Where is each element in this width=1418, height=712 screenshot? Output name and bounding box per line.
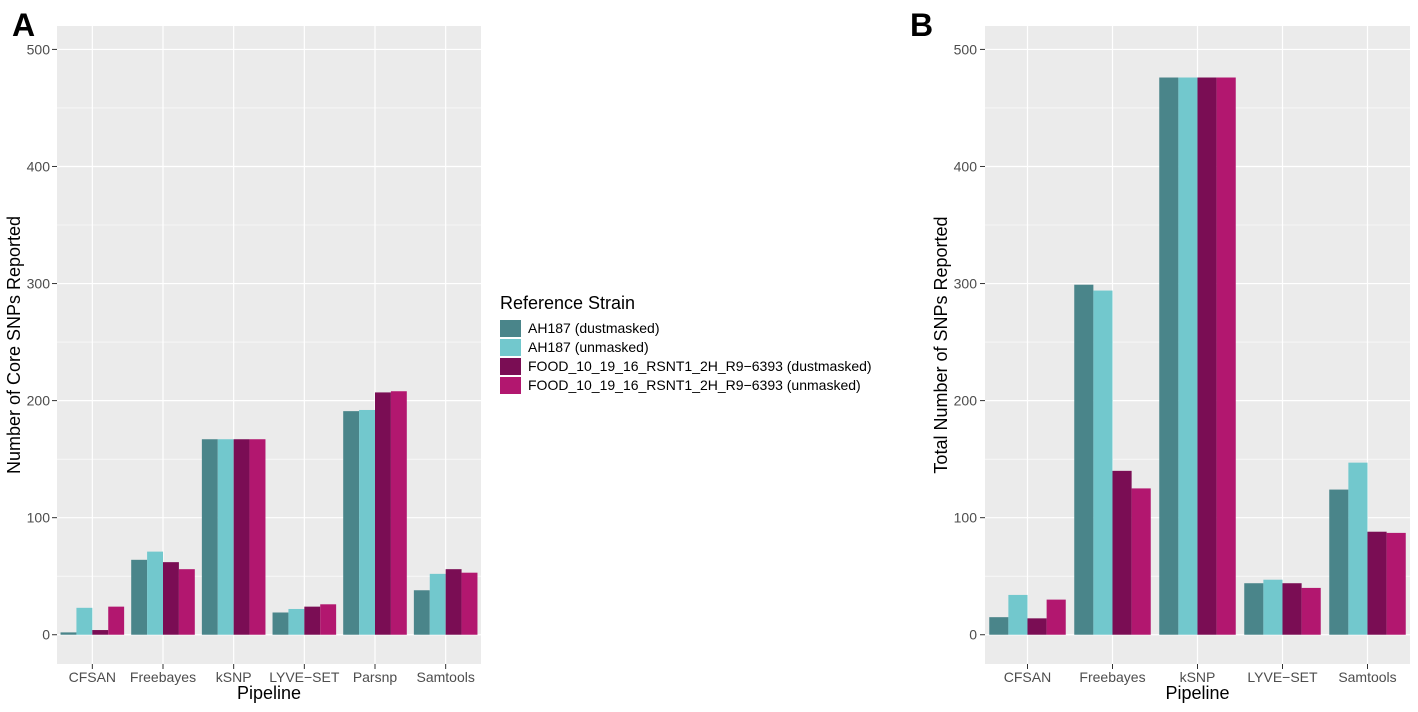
panel-a-background xyxy=(57,26,481,664)
panel-a-y-tick-label-0: 0 xyxy=(42,627,50,643)
bar-b-lyve-set-series-1 xyxy=(1244,583,1264,635)
bar-a-cfsan-series-2 xyxy=(76,607,93,635)
legend-label-food-dustmasked: FOOD_10_19_16_RSNT1_2H_R9−6393 (dustmask… xyxy=(528,358,872,374)
panel-b-x-tick-label-freebayes: Freebayes xyxy=(1079,669,1145,685)
bar-b-lyve-set-series-2 xyxy=(1263,579,1283,635)
panel-b-x-tick-label-samtools: Samtools xyxy=(1338,669,1396,685)
bar-b-ksnp-series-3 xyxy=(1197,77,1217,635)
bar-a-cfsan-series-1 xyxy=(60,632,77,635)
bar-a-samtools-series-4 xyxy=(461,572,478,635)
bar-a-freebayes-series-4 xyxy=(178,569,195,635)
panel-letter-a: A xyxy=(12,7,35,43)
panel-a-x-tick-label-lyve-set: LYVE−SET xyxy=(269,669,340,685)
bar-b-lyve-set-series-4 xyxy=(1301,587,1321,635)
legend-label-food-unmasked: FOOD_10_19_16_RSNT1_2H_R9−6393 (unmasked… xyxy=(528,377,861,393)
legend-swatch-food-dustmasked xyxy=(500,358,521,375)
panel-b-x-tick-label-ksnp: kSNP xyxy=(1180,669,1216,685)
bar-a-lyve-set-series-4 xyxy=(320,604,337,635)
panel-a-chart: 0 100 200 300 400 500 CFSAN Freebayes kSNP LYVE−S… xyxy=(4,26,481,703)
bar-b-cfsan-series-1 xyxy=(989,617,1009,635)
panel-a-x-tick-label-freebayes: Freebayes xyxy=(130,669,196,685)
bar-a-parsnp-series-4 xyxy=(390,391,407,635)
panel-letter-b: B xyxy=(910,7,933,43)
legend-swatch-food-unmasked xyxy=(500,377,521,394)
bar-a-ksnp-series-3 xyxy=(233,439,250,635)
panel-b-y-axis-title: Total Number of SNPs Reported xyxy=(931,216,951,473)
panel-a-x-tick-label-parsnp: Parsnp xyxy=(353,669,398,685)
bar-b-freebayes-series-1 xyxy=(1074,284,1094,635)
panel-b-y-tick-label-400: 400 xyxy=(954,158,978,174)
bar-a-ksnp-series-2 xyxy=(217,439,234,635)
bar-a-freebayes-series-3 xyxy=(163,562,179,635)
bar-a-ksnp-series-4 xyxy=(249,439,266,635)
bar-b-freebayes-series-2 xyxy=(1093,290,1113,635)
bar-a-parsnp-series-3 xyxy=(375,392,391,635)
panel-a-y-tick-label-300: 300 xyxy=(27,276,51,292)
bar-b-cfsan-series-4 xyxy=(1046,599,1066,635)
legend: Reference Strain AH187 (dustmasked) AH18… xyxy=(500,293,872,394)
panel-b-y-tick-label-300: 300 xyxy=(954,276,978,292)
bar-b-freebayes-series-4 xyxy=(1131,488,1151,635)
bar-b-lyve-set-series-3 xyxy=(1282,583,1302,635)
panel-b-x-tick-label-lyve-set: LYVE−SET xyxy=(1247,669,1318,685)
panel-a-y-tick-label-200: 200 xyxy=(27,393,51,409)
bar-a-lyve-set-series-2 xyxy=(288,608,305,635)
panel-b-y-tick-label-500: 500 xyxy=(954,41,978,57)
bar-b-cfsan-series-2 xyxy=(1008,594,1028,635)
bar-a-ksnp-series-1 xyxy=(201,439,218,635)
panel-a-y-tick-label-500: 500 xyxy=(27,41,51,57)
bar-b-cfsan-series-3 xyxy=(1027,618,1047,635)
panel-b-x-axis-title: Pipeline xyxy=(1165,683,1229,703)
panel-a-x-tick-label-cfsan: CFSAN xyxy=(69,669,116,685)
bar-b-samtools-series-3 xyxy=(1367,531,1387,635)
bar-a-freebayes-series-1 xyxy=(131,559,148,635)
bar-a-cfsan-series-4 xyxy=(108,606,125,635)
legend-swatch-ah187-unmasked xyxy=(500,339,521,356)
bar-b-freebayes-series-3 xyxy=(1112,470,1132,635)
bar-b-ksnp-series-4 xyxy=(1216,77,1236,635)
bar-b-samtools-series-2 xyxy=(1348,462,1368,635)
bar-b-samtools-series-1 xyxy=(1329,489,1349,635)
bar-a-cfsan-series-3 xyxy=(92,630,109,635)
bar-a-parsnp-series-1 xyxy=(343,411,360,635)
bar-a-samtools-series-3 xyxy=(445,569,462,635)
panel-a-y-tick-label-100: 100 xyxy=(27,510,51,526)
bar-a-freebayes-series-2 xyxy=(147,551,163,635)
panel-a-x-axis-title: Pipeline xyxy=(237,683,301,703)
panel-b-y-tick-label-200: 200 xyxy=(954,393,978,409)
legend-label-ah187-unmasked: AH187 (unmasked) xyxy=(528,339,649,355)
bar-a-samtools-series-2 xyxy=(429,573,446,635)
panel-b-chart: 0 100 200 300 400 500 CFSAN Freebayes kSNP LYVE−S… xyxy=(931,26,1410,703)
bar-b-ksnp-series-1 xyxy=(1159,77,1179,635)
bar-a-lyve-set-series-1 xyxy=(272,612,289,635)
bar-b-samtools-series-4 xyxy=(1386,532,1406,635)
legend-title: Reference Strain xyxy=(500,293,635,313)
bar-a-parsnp-series-2 xyxy=(359,409,375,635)
panel-a-x-tick-label-samtools: Samtools xyxy=(416,669,474,685)
panel-a-y-tick-label-400: 400 xyxy=(27,158,51,174)
panel-b-x-tick-label-cfsan: CFSAN xyxy=(1004,669,1051,685)
panel-a-x-tick-label-ksnp: kSNP xyxy=(216,669,252,685)
bar-a-lyve-set-series-3 xyxy=(304,606,321,635)
panel-b-y-tick-label-0: 0 xyxy=(969,627,977,643)
panel-a-y-axis-title: Number of Core SNPs Reported xyxy=(4,216,24,474)
legend-label-ah187-dustmasked: AH187 (dustmasked) xyxy=(528,320,660,336)
bar-a-samtools-series-1 xyxy=(413,590,430,635)
bar-b-ksnp-series-2 xyxy=(1178,77,1198,635)
legend-swatch-ah187-dustmasked xyxy=(500,320,521,337)
panel-b-y-tick-label-100: 100 xyxy=(954,510,978,526)
